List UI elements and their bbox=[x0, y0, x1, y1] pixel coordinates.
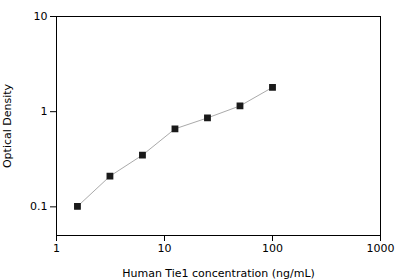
svg-text:10: 10 bbox=[34, 10, 48, 23]
svg-text:1: 1 bbox=[53, 242, 60, 255]
svg-text:Optical Density: Optical Density bbox=[1, 83, 14, 168]
svg-text:1: 1 bbox=[41, 105, 48, 118]
svg-text:10: 10 bbox=[158, 242, 172, 255]
svg-text:1000: 1000 bbox=[367, 242, 395, 255]
svg-text:Human Tie1 concentration (ng/m: Human Tie1 concentration (ng/mL) bbox=[122, 267, 315, 279]
svg-text:100: 100 bbox=[262, 242, 283, 255]
svg-text:0.1: 0.1 bbox=[30, 200, 48, 213]
